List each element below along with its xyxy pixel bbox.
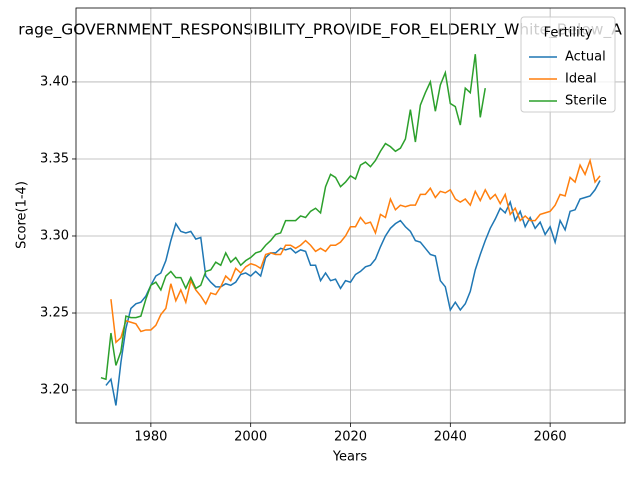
legend-label: Sterile	[565, 94, 607, 109]
plot-frame	[75, 7, 626, 424]
series-line	[100, 54, 486, 381]
y-tick-label: 3.35	[40, 151, 69, 166]
x-tick-label: 2000	[234, 430, 267, 445]
x-tick-label: 2040	[434, 430, 467, 445]
x-tick-label: 1980	[134, 430, 167, 445]
x-tick-label: 2060	[534, 430, 567, 445]
legend-title: Fertility	[544, 26, 593, 41]
y-tick-label: 3.30	[40, 228, 69, 243]
x-axis-label: Years	[332, 450, 368, 465]
series-line	[110, 157, 601, 344]
y-tick-label: 3.40	[40, 74, 69, 89]
legend-label: Actual	[565, 50, 606, 65]
y-tick-label: 3.25	[40, 306, 69, 321]
legend: Fertility Actual Ideal Sterile	[520, 16, 616, 113]
legend-label: Ideal	[565, 72, 597, 87]
y-axis-label: Score(1-4)	[15, 181, 30, 249]
legend-box	[520, 16, 616, 113]
y-tick-label: 3.20	[40, 383, 69, 398]
x-tick-label: 2020	[334, 430, 367, 445]
chart-title: rage_GOVERNMENT_RESPONSIBILITY_PROVIDE_F…	[18, 21, 622, 40]
